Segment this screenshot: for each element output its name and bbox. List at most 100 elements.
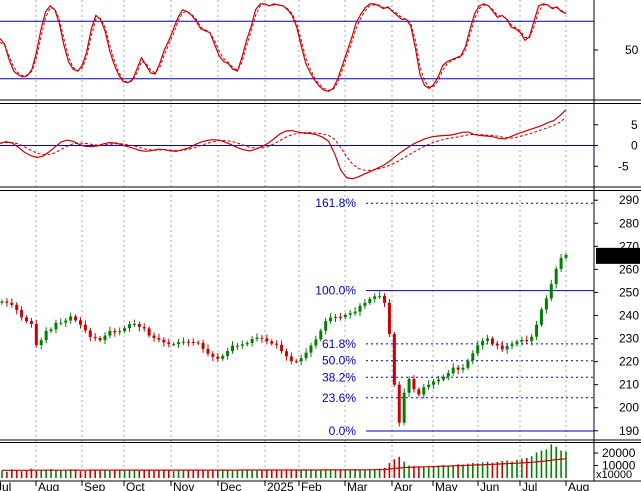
volume-unit-label: x10000 — [596, 469, 632, 481]
candle-body — [206, 348, 210, 354]
candle-body — [98, 338, 102, 341]
candle-body — [78, 320, 82, 325]
candle-body — [481, 340, 485, 346]
candle-body — [417, 389, 421, 395]
candle-body — [387, 302, 391, 334]
candle-body — [304, 352, 308, 359]
candle-body — [118, 331, 122, 333]
candle-body — [59, 322, 63, 324]
candle-body — [275, 343, 279, 345]
candle-body — [348, 313, 352, 315]
candle-body — [530, 336, 534, 342]
month-label-sep: Sep — [84, 480, 106, 491]
macd-tick-label: 0 — [631, 139, 638, 153]
month-label-aug: Aug — [38, 480, 59, 491]
price-tick-label: 220 — [619, 355, 639, 369]
month-label-apr: Apr — [394, 480, 413, 491]
month-label-jul: Jul — [522, 480, 537, 491]
candle-body — [123, 328, 127, 332]
price-tick-label: 240 — [619, 309, 639, 323]
candle-body — [172, 344, 176, 346]
month-label-oct: Oct — [126, 480, 145, 491]
candle-body — [392, 333, 396, 385]
candle-body — [132, 324, 136, 326]
fibonacci-label: 61.8% — [322, 337, 356, 351]
month-label-nov: Nov — [173, 480, 194, 491]
candle-body — [83, 324, 87, 331]
candle-body — [191, 342, 195, 344]
candle-body — [373, 296, 377, 299]
candle-body — [476, 345, 480, 354]
candle-body — [397, 384, 401, 423]
candle-body — [231, 345, 235, 352]
candle-body — [250, 339, 254, 343]
macd-panel: 5 0-5 — [0, 109, 638, 180]
oscillator-tick-label: 50 — [625, 43, 639, 57]
volume-moving-average — [2, 458, 567, 471]
candle-body — [211, 353, 215, 357]
candle-body — [44, 330, 48, 341]
candle-body — [196, 342, 200, 344]
candle-body — [515, 341, 519, 345]
month-label-2025: 2025 — [267, 480, 294, 491]
candle-body — [490, 338, 494, 344]
candle-body — [412, 378, 416, 390]
candle-body — [25, 317, 29, 322]
candle-body — [427, 384, 431, 388]
candle-body — [343, 314, 347, 318]
candle-body — [177, 342, 181, 345]
price-tick-label: 200 — [619, 401, 639, 415]
oscillator-main-line — [0, 3, 567, 92]
candle-body — [54, 322, 58, 330]
candle-body — [255, 337, 259, 340]
price-tick-label: 190 — [619, 424, 639, 438]
candle-body — [549, 284, 553, 299]
candle-body — [520, 339, 524, 342]
candle-body — [456, 367, 460, 370]
candle-body — [329, 317, 333, 322]
candle-body — [284, 351, 288, 357]
last-price-label: 264.870 — [596, 249, 640, 263]
candle-body — [383, 295, 387, 303]
oscillator-panel: 50 — [0, 3, 639, 92]
last-price-box — [596, 247, 640, 264]
candle-body — [29, 321, 33, 325]
candle-body — [510, 344, 514, 346]
candle-body — [505, 345, 509, 350]
candle-body — [407, 378, 411, 393]
candle-body — [39, 340, 43, 346]
month-label-aug: Aug — [568, 480, 589, 491]
candle-body — [564, 254, 568, 258]
volume-tick-label: 10000 — [602, 459, 636, 473]
candle-body — [226, 351, 230, 356]
candle-body — [446, 373, 450, 377]
candle-body — [559, 257, 563, 269]
candle-body — [240, 344, 244, 346]
candle-body — [216, 356, 220, 359]
macd-main-line — [0, 109, 567, 180]
candle-body — [93, 336, 97, 339]
candle-body — [441, 376, 445, 380]
candle-body — [137, 324, 141, 328]
candle-body — [147, 328, 151, 336]
candle-body — [280, 344, 284, 352]
candle-body — [152, 335, 156, 339]
candle-body — [402, 392, 406, 423]
candle-body — [554, 268, 558, 285]
candle-body — [535, 324, 539, 337]
candle-body — [20, 309, 24, 318]
fibonacci-label: 38.2% — [322, 370, 356, 384]
candle-body — [260, 337, 264, 339]
candle-body — [15, 304, 19, 310]
candle-body — [235, 345, 239, 347]
fibonacci-label: 50.0% — [322, 354, 356, 368]
candle-body — [186, 341, 190, 343]
month-label-mar: Mar — [347, 480, 368, 491]
price-tick-label: 230 — [619, 332, 639, 346]
candle-body — [363, 302, 367, 306]
candle-body — [338, 316, 342, 318]
candle-body — [265, 338, 269, 342]
candle-body — [525, 339, 529, 342]
candle-body — [353, 311, 357, 314]
